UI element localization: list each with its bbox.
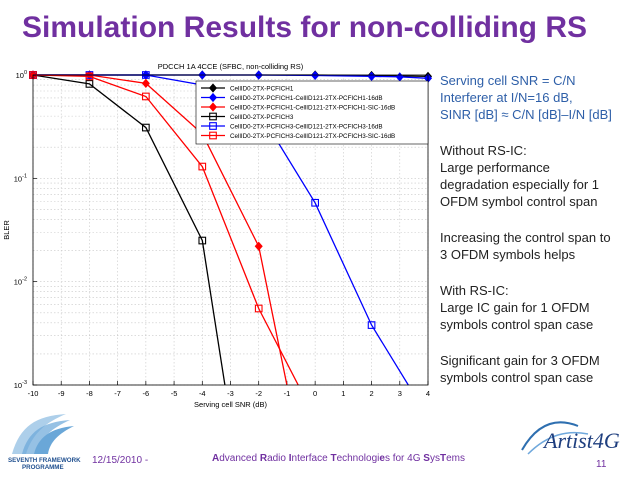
x-tick-label: 2 bbox=[369, 389, 373, 398]
x-tick-label: -5 bbox=[171, 389, 178, 398]
data-point-1 bbox=[311, 70, 320, 81]
footer-title-part: S bbox=[423, 453, 430, 464]
bullet-line: Significant gain for 3 OFDM bbox=[440, 353, 600, 368]
data-point-5 bbox=[85, 72, 94, 81]
bullet-line: Interferer at I/N=16 dB, bbox=[440, 90, 573, 105]
bullet-line: symbols control span case bbox=[440, 370, 594, 385]
data-point-2 bbox=[141, 78, 150, 88]
legend-label: CellID0-2TX-PCFICH1-CellID121-2TX-PCFICH… bbox=[230, 105, 395, 112]
data-point-4 bbox=[311, 198, 319, 207]
x-tick-label: 1 bbox=[341, 389, 345, 398]
x-tick-label: -7 bbox=[114, 389, 121, 398]
x-tick-label: -6 bbox=[143, 389, 150, 398]
legend-marker bbox=[209, 112, 217, 121]
bullet-line: SINR [dB] ≈ C/N [dB]–I/N [dB] bbox=[440, 107, 612, 122]
y-axis-label: BLER bbox=[2, 220, 11, 240]
data-point-3 bbox=[198, 236, 207, 245]
footer-title-part: ems bbox=[446, 453, 465, 464]
x-axis-label: Serving cell SNR (dB) bbox=[194, 400, 267, 409]
legend-box bbox=[195, 80, 429, 145]
y-tick-label: 10-3 bbox=[14, 380, 27, 390]
bullet-line: 3 OFDM symbols helps bbox=[440, 247, 576, 262]
fp-logo-text-2: PROGRAMME bbox=[22, 464, 64, 471]
bullet-line: Serving cell SNR = C/N bbox=[440, 73, 576, 88]
legend-marker bbox=[208, 83, 218, 93]
artist-logo-text: Artist4G bbox=[542, 428, 620, 453]
data-point-5 bbox=[142, 92, 150, 101]
y-tick-label: 100 bbox=[16, 70, 27, 80]
footer-title-part: A bbox=[212, 453, 220, 464]
axes-frame bbox=[32, 74, 429, 386]
footer-title-part: T bbox=[330, 453, 337, 464]
bullet-line: Large performance bbox=[440, 160, 550, 175]
data-point-5 bbox=[198, 162, 207, 171]
y-tick-label: 10-1 bbox=[14, 173, 27, 183]
footer-title-part: I bbox=[288, 453, 292, 464]
legend-label: CellID0-2TX-PCFICH3 bbox=[230, 114, 294, 121]
bullet-text: Serving cell SNR = C/N Interferer at I/N=… bbox=[440, 72, 636, 386]
legend-marker bbox=[208, 92, 218, 103]
bullet-line: Without RS-IC: bbox=[440, 143, 527, 158]
footer-title-part: echnologi bbox=[336, 453, 380, 464]
slide-title: Simulation Results for non-colliding RS bbox=[22, 11, 588, 44]
data-point-4 bbox=[367, 321, 376, 329]
data-point-5 bbox=[254, 304, 263, 313]
fp-logo-text-1: SEVENTH FRAMEWORK bbox=[8, 457, 81, 464]
data-point-3 bbox=[142, 123, 150, 132]
footer-title-part: T bbox=[439, 453, 447, 464]
footer-date: 12/15/2010 - bbox=[92, 455, 149, 466]
x-tick-label: 4 bbox=[426, 389, 430, 398]
bullet-line: symbols control span case bbox=[440, 317, 594, 332]
x-tick-label: -2 bbox=[255, 389, 262, 398]
footer-title-part: nterface bbox=[291, 453, 331, 464]
footer-title-part: R bbox=[259, 453, 268, 464]
x-tick-label: 0 bbox=[313, 389, 317, 398]
legend-label: CellID0-2TX-PCFICH3-CellID121-2TX-PCFICH… bbox=[230, 133, 395, 140]
legend-label: CellID0-2TX-PCFICH1-CellID121-2TX-PCFICH… bbox=[230, 95, 383, 102]
x-tick-label: -10 bbox=[28, 389, 39, 398]
bler-chart: -10 -9 -8 -7 -6 -5 -4 -3 -2 -1 0 1 2 3 410010-110-210-… bbox=[2, 62, 433, 409]
bullet-line: OFDM symbol control span bbox=[440, 194, 598, 209]
series-line-5 bbox=[32, 74, 299, 386]
series-line-3 bbox=[32, 74, 226, 386]
legend-marker bbox=[209, 131, 217, 140]
seventh-framework-logo: SEVENTH FRAMEWORK PROGRAMME bbox=[8, 414, 81, 471]
legend-marker bbox=[208, 102, 218, 112]
y-tick-label: 10-2 bbox=[14, 277, 27, 287]
bullet-line: Increasing the control span to bbox=[440, 230, 611, 245]
bullet-line: With RS-IC: bbox=[440, 283, 509, 298]
x-tick-label: -9 bbox=[58, 389, 65, 398]
page-number: 11 bbox=[596, 459, 607, 470]
x-tick-label: -8 bbox=[86, 389, 93, 398]
footer-title-part: e bbox=[379, 453, 385, 464]
legend-label: CellID0-2TX-PCFICH3-CellID121-2TX-PCFICH… bbox=[230, 124, 383, 131]
x-tick-label: -4 bbox=[199, 389, 206, 398]
legend-label: CellID0-2TX-PCFICH1 bbox=[230, 86, 294, 93]
footer-title: Advanced Radio Interface Technologies fo… bbox=[212, 453, 465, 464]
footer-title-part: s for 4G bbox=[384, 453, 424, 464]
x-tick-label: 3 bbox=[398, 389, 402, 398]
bullet-line: Large IC gain for 1 OFDM bbox=[440, 300, 590, 315]
footer-title-part: dvanced bbox=[219, 453, 260, 464]
footer-title-part: adio bbox=[267, 453, 289, 464]
chart-title: PDCCH 1A 4CCE (SFBC, non-colliding RS) bbox=[158, 62, 304, 71]
bullet-line: degradation especially for 1 bbox=[440, 177, 599, 192]
x-tick-label: -1 bbox=[284, 389, 291, 398]
artist4g-logo: Artist4G bbox=[521, 421, 620, 455]
data-point-3 bbox=[85, 80, 94, 88]
data-point-2 bbox=[254, 241, 263, 251]
legend-marker bbox=[209, 122, 217, 130]
x-tick-label: -3 bbox=[227, 389, 234, 398]
footer-title-part: ys bbox=[429, 453, 440, 464]
